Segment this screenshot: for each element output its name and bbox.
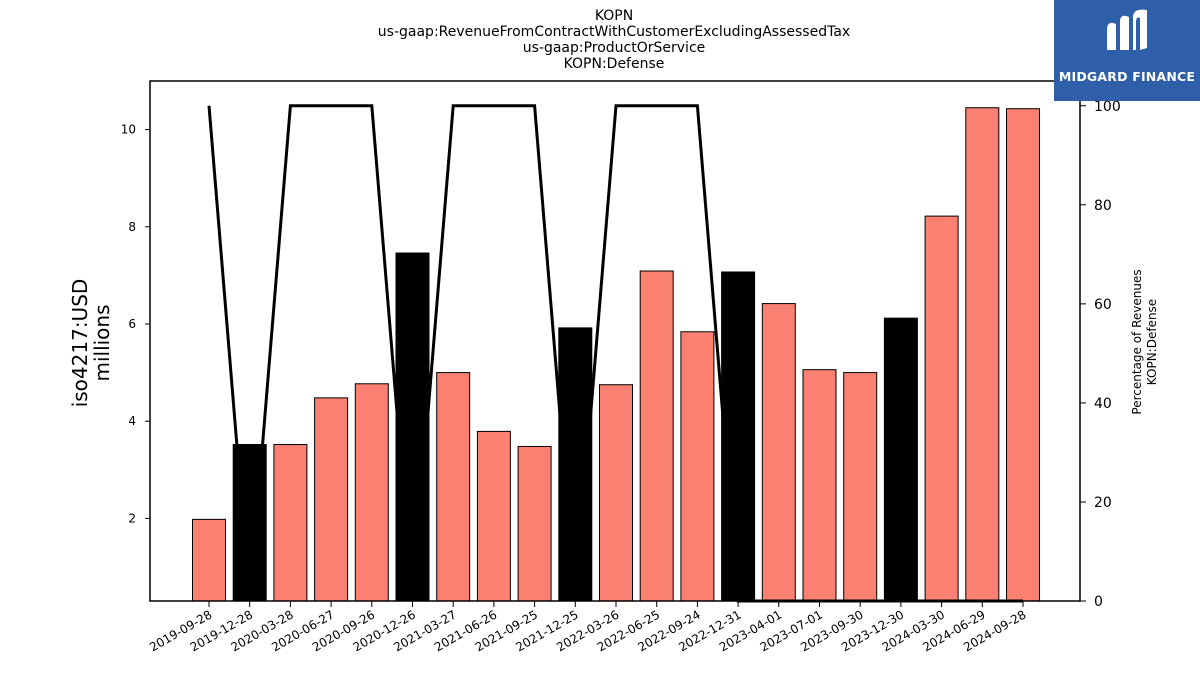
x-axis: 2019-09-282019-12-282020-03-282020-06-27… — [147, 601, 1029, 654]
logo: MIDGARD FINANCE — [1054, 0, 1200, 101]
bar — [639, 270, 674, 602]
bar — [395, 252, 430, 602]
bar — [843, 372, 878, 602]
y-axis: 2 4 6 8 10 — [121, 123, 150, 525]
y-tick-label: 6 — [128, 317, 136, 331]
y-tick-label: 8 — [128, 220, 136, 234]
y2-tick-label: 0 — [1094, 594, 1103, 610]
y-tick-label: 10 — [121, 123, 136, 137]
y2-tick-label: 20 — [1094, 495, 1112, 511]
title-line: us-gaap:RevenueFromContractWithCustomerE… — [378, 24, 850, 40]
y-label-line: millions — [90, 304, 114, 381]
plot-frame — [149, 80, 1081, 602]
y2-axis-label: Percentage of Revenues KOPN:Defense — [1130, 269, 1159, 414]
bar — [680, 331, 715, 602]
bar — [517, 445, 552, 602]
title-line: us-gaap:ProductOrService — [523, 40, 706, 56]
bar — [314, 397, 349, 602]
logo-text: MIDGARD FINANCE — [1058, 69, 1196, 84]
bars — [192, 107, 1040, 602]
y-tick-label: 4 — [128, 414, 136, 428]
logo-mark-icon — [1107, 9, 1147, 51]
y2-label-line: KOPN:Defense — [1145, 299, 1159, 385]
title-line: KOPN — [595, 8, 633, 24]
bar — [436, 372, 471, 602]
bar — [802, 369, 837, 602]
y2-axis: 0 20 40 60 80 100 — [1080, 99, 1121, 610]
bar — [192, 518, 226, 602]
y2-tick-label: 60 — [1094, 297, 1112, 313]
y2-tick-label: 100 — [1094, 99, 1121, 115]
bar — [883, 317, 918, 602]
y-label-line: iso4217:USD — [68, 279, 92, 408]
title-line: KOPN:Defense — [564, 56, 665, 72]
bar — [1006, 108, 1040, 602]
chart-title: KOPNus-gaap:RevenueFromContractWithCusto… — [378, 8, 850, 72]
bar — [354, 383, 389, 602]
y2-tick-label: 80 — [1094, 198, 1112, 214]
y2-tick-label: 40 — [1094, 396, 1112, 412]
bar — [965, 107, 1000, 602]
bar — [599, 384, 633, 602]
bar — [761, 303, 796, 602]
y-tick-label: 2 — [128, 511, 136, 525]
bar — [721, 271, 756, 602]
bar — [273, 444, 308, 602]
bar — [476, 430, 511, 602]
y2-label-line: Percentage of Revenues — [1130, 269, 1144, 414]
bar — [924, 215, 959, 602]
